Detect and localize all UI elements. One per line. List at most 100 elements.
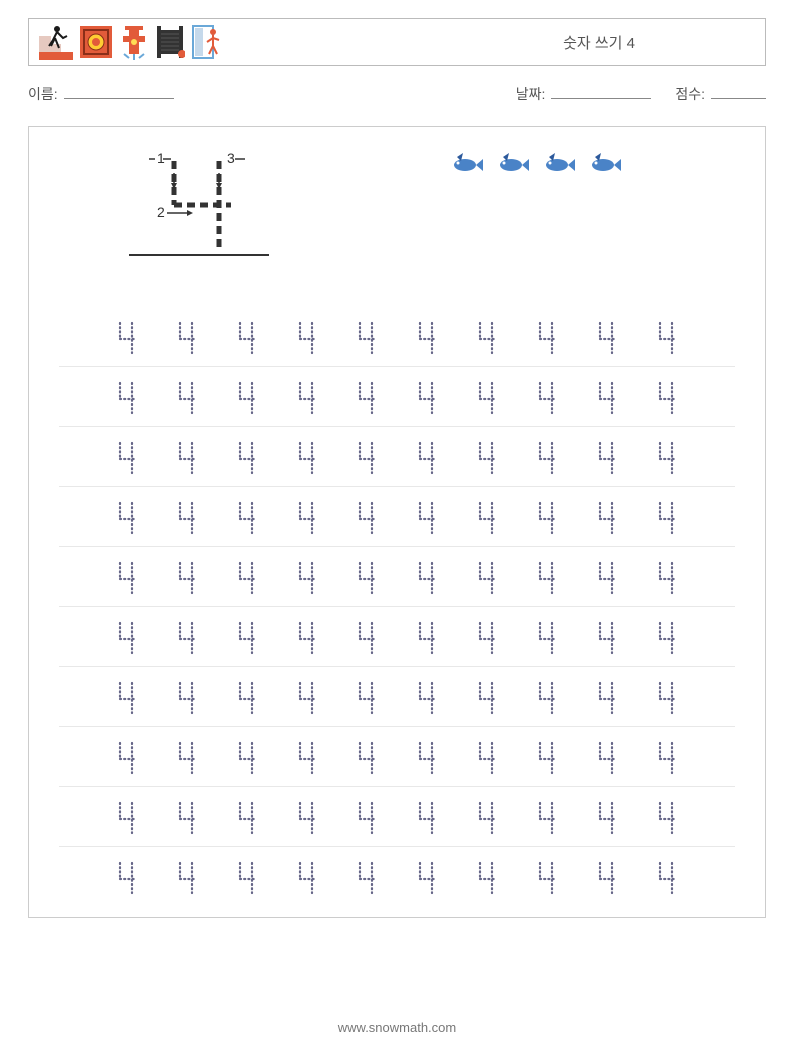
trace-cell-4[interactable] bbox=[654, 619, 680, 655]
trace-cell-4[interactable] bbox=[114, 319, 140, 355]
trace-cell-4[interactable] bbox=[294, 799, 320, 835]
trace-cell-4[interactable] bbox=[174, 739, 200, 775]
trace-cell-4[interactable] bbox=[594, 319, 620, 355]
trace-cell-4[interactable] bbox=[114, 379, 140, 415]
trace-cell-4[interactable] bbox=[594, 739, 620, 775]
trace-cell-4[interactable] bbox=[414, 859, 440, 895]
trace-cell-4[interactable] bbox=[534, 799, 560, 835]
trace-cell-4[interactable] bbox=[294, 499, 320, 535]
trace-cell-4[interactable] bbox=[354, 319, 380, 355]
trace-cell-4[interactable] bbox=[114, 619, 140, 655]
trace-cell-4[interactable] bbox=[474, 439, 500, 475]
trace-cell-4[interactable] bbox=[594, 619, 620, 655]
name-blank[interactable] bbox=[64, 85, 174, 99]
trace-cell-4[interactable] bbox=[414, 319, 440, 355]
trace-cell-4[interactable] bbox=[174, 559, 200, 595]
trace-cell-4[interactable] bbox=[594, 859, 620, 895]
trace-cell-4[interactable] bbox=[174, 439, 200, 475]
trace-cell-4[interactable] bbox=[474, 559, 500, 595]
trace-cell-4[interactable] bbox=[654, 499, 680, 535]
trace-cell-4[interactable] bbox=[534, 379, 560, 415]
trace-cell-4[interactable] bbox=[174, 619, 200, 655]
trace-cell-4[interactable] bbox=[594, 679, 620, 715]
trace-cell-4[interactable] bbox=[414, 739, 440, 775]
trace-cell-4[interactable] bbox=[654, 559, 680, 595]
trace-cell-4[interactable] bbox=[174, 499, 200, 535]
trace-cell-4[interactable] bbox=[414, 559, 440, 595]
trace-cell-4[interactable] bbox=[294, 439, 320, 475]
trace-cell-4[interactable] bbox=[534, 559, 560, 595]
trace-cell-4[interactable] bbox=[534, 499, 560, 535]
trace-cell-4[interactable] bbox=[354, 739, 380, 775]
trace-cell-4[interactable] bbox=[594, 379, 620, 415]
trace-cell-4[interactable] bbox=[294, 739, 320, 775]
trace-cell-4[interactable] bbox=[654, 379, 680, 415]
trace-cell-4[interactable] bbox=[534, 739, 560, 775]
trace-cell-4[interactable] bbox=[534, 319, 560, 355]
trace-cell-4[interactable] bbox=[474, 319, 500, 355]
trace-cell-4[interactable] bbox=[294, 679, 320, 715]
trace-cell-4[interactable] bbox=[294, 379, 320, 415]
trace-cell-4[interactable] bbox=[174, 859, 200, 895]
trace-cell-4[interactable] bbox=[414, 619, 440, 655]
trace-cell-4[interactable] bbox=[354, 679, 380, 715]
trace-cell-4[interactable] bbox=[114, 859, 140, 895]
trace-cell-4[interactable] bbox=[474, 859, 500, 895]
trace-cell-4[interactable] bbox=[654, 799, 680, 835]
trace-cell-4[interactable] bbox=[654, 679, 680, 715]
trace-cell-4[interactable] bbox=[354, 859, 380, 895]
trace-cell-4[interactable] bbox=[234, 379, 260, 415]
trace-cell-4[interactable] bbox=[474, 799, 500, 835]
trace-cell-4[interactable] bbox=[234, 679, 260, 715]
trace-cell-4[interactable] bbox=[654, 319, 680, 355]
trace-cell-4[interactable] bbox=[354, 559, 380, 595]
trace-cell-4[interactable] bbox=[354, 379, 380, 415]
trace-cell-4[interactable] bbox=[234, 619, 260, 655]
trace-cell-4[interactable] bbox=[234, 739, 260, 775]
trace-cell-4[interactable] bbox=[234, 559, 260, 595]
trace-cell-4[interactable] bbox=[474, 739, 500, 775]
score-blank[interactable] bbox=[711, 85, 766, 99]
trace-cell-4[interactable] bbox=[354, 619, 380, 655]
trace-cell-4[interactable] bbox=[114, 799, 140, 835]
trace-cell-4[interactable] bbox=[594, 439, 620, 475]
trace-cell-4[interactable] bbox=[354, 499, 380, 535]
trace-cell-4[interactable] bbox=[414, 499, 440, 535]
trace-cell-4[interactable] bbox=[114, 739, 140, 775]
trace-cell-4[interactable] bbox=[534, 679, 560, 715]
trace-cell-4[interactable] bbox=[354, 799, 380, 835]
trace-cell-4[interactable] bbox=[654, 859, 680, 895]
trace-cell-4[interactable] bbox=[594, 499, 620, 535]
trace-cell-4[interactable] bbox=[174, 799, 200, 835]
trace-cell-4[interactable] bbox=[654, 739, 680, 775]
trace-cell-4[interactable] bbox=[114, 559, 140, 595]
trace-cell-4[interactable] bbox=[354, 439, 380, 475]
trace-cell-4[interactable] bbox=[594, 559, 620, 595]
trace-cell-4[interactable] bbox=[174, 679, 200, 715]
trace-cell-4[interactable] bbox=[114, 499, 140, 535]
trace-cell-4[interactable] bbox=[174, 379, 200, 415]
trace-cell-4[interactable] bbox=[294, 319, 320, 355]
trace-cell-4[interactable] bbox=[534, 439, 560, 475]
trace-cell-4[interactable] bbox=[594, 799, 620, 835]
trace-cell-4[interactable] bbox=[234, 499, 260, 535]
trace-cell-4[interactable] bbox=[474, 619, 500, 655]
trace-cell-4[interactable] bbox=[474, 679, 500, 715]
trace-cell-4[interactable] bbox=[234, 859, 260, 895]
trace-cell-4[interactable] bbox=[534, 619, 560, 655]
trace-cell-4[interactable] bbox=[474, 379, 500, 415]
trace-cell-4[interactable] bbox=[234, 319, 260, 355]
trace-cell-4[interactable] bbox=[654, 439, 680, 475]
date-blank[interactable] bbox=[551, 85, 651, 99]
trace-cell-4[interactable] bbox=[414, 439, 440, 475]
trace-cell-4[interactable] bbox=[234, 439, 260, 475]
trace-cell-4[interactable] bbox=[234, 799, 260, 835]
trace-cell-4[interactable] bbox=[414, 379, 440, 415]
trace-cell-4[interactable] bbox=[474, 499, 500, 535]
trace-cell-4[interactable] bbox=[174, 319, 200, 355]
trace-cell-4[interactable] bbox=[414, 799, 440, 835]
trace-cell-4[interactable] bbox=[114, 679, 140, 715]
trace-cell-4[interactable] bbox=[114, 439, 140, 475]
trace-cell-4[interactable] bbox=[414, 679, 440, 715]
trace-cell-4[interactable] bbox=[294, 859, 320, 895]
